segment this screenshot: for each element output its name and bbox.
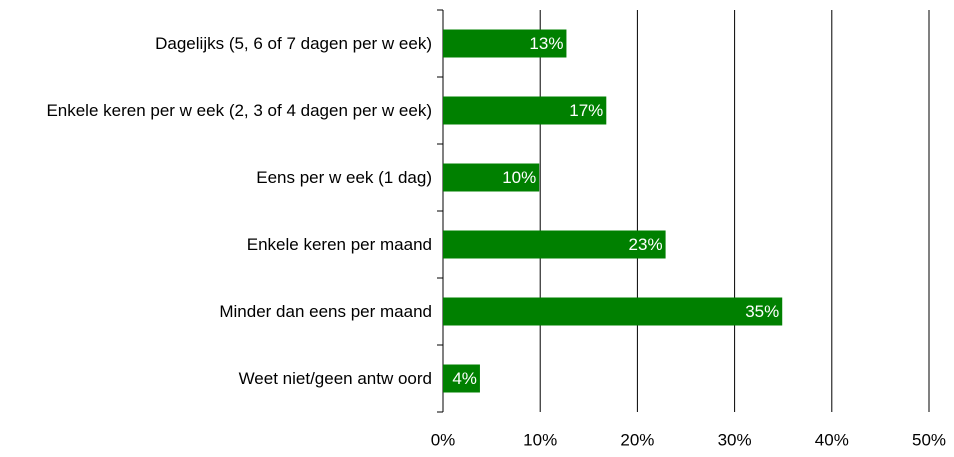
category-label: Eens per w eek (1 dag) (256, 167, 432, 187)
data-label: 4% (452, 369, 477, 388)
category-label: Minder dan eens per maand (219, 301, 432, 321)
bar (443, 364, 480, 393)
data-label: 23% (629, 235, 663, 254)
x-tick-label: 40% (815, 430, 849, 449)
category-label: Dagelijks (5, 6 of 7 dagen per w eek) (155, 33, 432, 53)
bar (443, 163, 540, 192)
category-label: Enkele keren per maand (246, 234, 432, 254)
bar (443, 297, 783, 326)
x-tick-label: 0% (431, 430, 456, 449)
category-label: Weet niet/geen antw oord (238, 368, 432, 388)
data-label: 13% (529, 34, 563, 53)
bar (443, 230, 666, 259)
category-label: Enkele keren per w eek (2, 3 of 4 dagen … (46, 100, 432, 120)
bar (443, 96, 607, 125)
x-tick-label: 10% (523, 430, 557, 449)
x-tick-label: 20% (620, 430, 654, 449)
x-tick-label: 30% (718, 430, 752, 449)
data-label: 17% (569, 101, 603, 120)
x-tick-label: 50% (912, 430, 946, 449)
data-label: 35% (745, 302, 779, 321)
data-label: 10% (502, 168, 536, 187)
bar (443, 29, 567, 58)
